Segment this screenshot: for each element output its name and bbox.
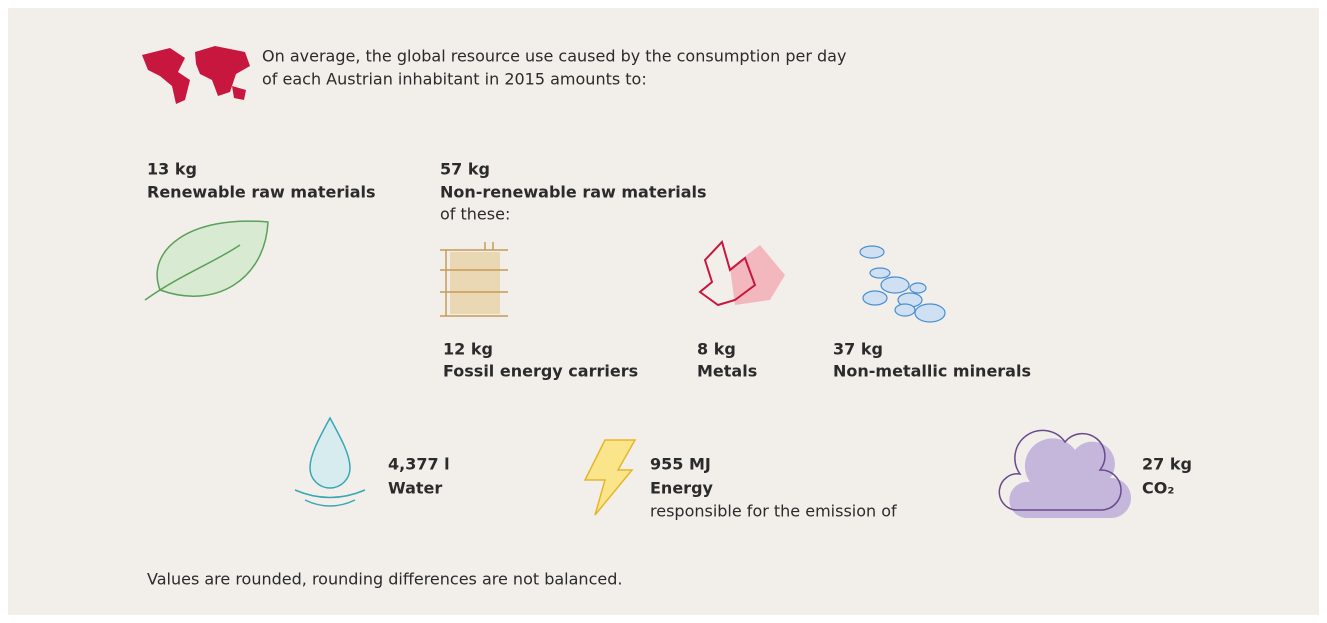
label: Fossil energy carriers <box>443 362 638 381</box>
water-icon <box>294 416 366 507</box>
value: 955 MJ <box>650 455 711 474</box>
note: responsible for the emission of <box>650 502 897 521</box>
intro-line: of each Austrian inhabitant in 2015 amou… <box>262 70 647 89</box>
panel <box>8 8 1319 615</box>
fossil-icon <box>440 242 508 317</box>
footnote: Values are rounded, rounding differences… <box>147 570 622 589</box>
cloud-icon <box>998 429 1132 518</box>
world-map-icon <box>142 46 250 104</box>
label: Non-renewable raw materials <box>440 183 707 202</box>
note: of these: <box>440 205 510 224</box>
value: 57 kg <box>440 160 490 179</box>
value: 13 kg <box>147 160 197 179</box>
value: 27 kg <box>1142 455 1192 474</box>
label: Non-metallic minerals <box>833 362 1031 381</box>
label: Renewable raw materials <box>147 183 376 202</box>
label: CO₂ <box>1142 479 1174 498</box>
value: 4,377 l <box>388 455 450 474</box>
value: 12 kg <box>443 340 493 359</box>
leaf-icon <box>144 220 269 301</box>
metals-icon <box>698 240 785 307</box>
energy-icon <box>583 439 637 516</box>
minerals-icon <box>859 245 946 323</box>
intro-line: On average, the global resource use caus… <box>262 47 846 66</box>
label: Energy <box>650 479 714 498</box>
value: 37 kg <box>833 340 883 359</box>
label: Metals <box>697 362 757 381</box>
value: 8 kg <box>697 340 736 359</box>
label: Water <box>388 479 442 498</box>
